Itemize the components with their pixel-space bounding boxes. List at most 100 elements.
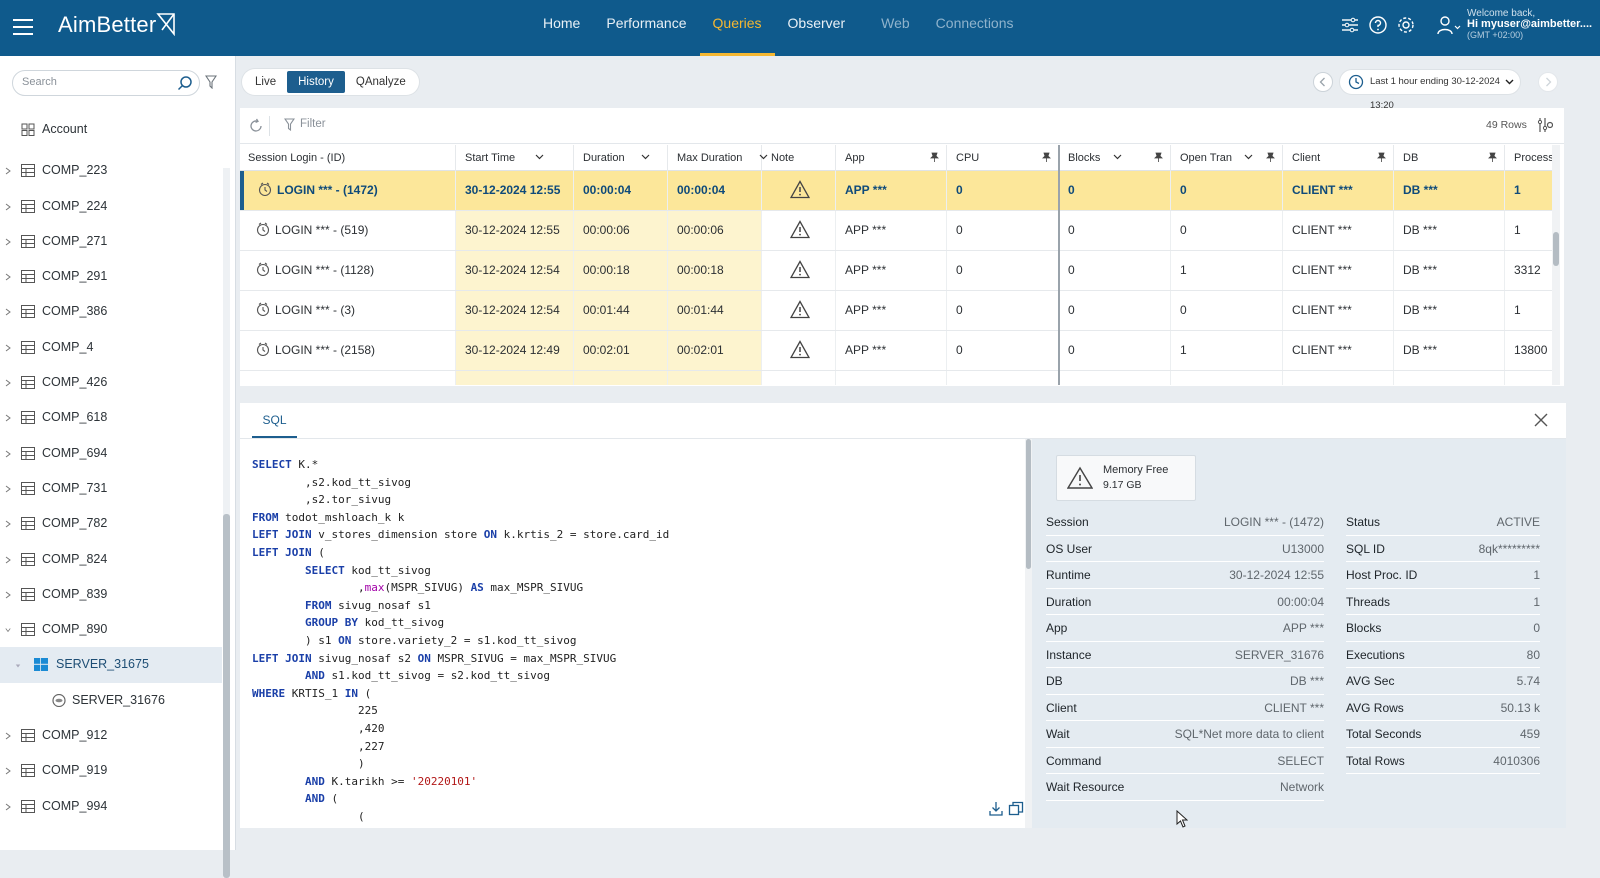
table-row[interactable]: LOGIN *** - (2158) 30-12-2024 12:49 00:02:… bbox=[240, 331, 1552, 371]
tree-item-server-31675[interactable]: SERVER_31675 bbox=[0, 647, 222, 683]
sql-scroll-thumb[interactable] bbox=[1026, 439, 1031, 569]
user-icon[interactable] bbox=[1437, 15, 1461, 35]
tree-item-comp-994[interactable]: COMP_994 bbox=[0, 789, 222, 824]
tree-item-comp-919[interactable]: COMP_919 bbox=[0, 753, 222, 788]
column-header-cpu[interactable]: CPU bbox=[947, 145, 1059, 171]
property-label: AVG Rows bbox=[1346, 700, 1404, 715]
column-header-client[interactable]: Client bbox=[1283, 145, 1394, 171]
sql-token: ) bbox=[252, 757, 365, 771]
cell-text: DB *** bbox=[1403, 343, 1438, 357]
mode-qanalyze[interactable]: QAnalyze bbox=[355, 76, 406, 88]
grid-filter-button[interactable]: Filter bbox=[284, 118, 326, 131]
table-row-partial[interactable] bbox=[240, 371, 1552, 385]
table-cell: 30-12-2024 12:54 bbox=[456, 251, 574, 290]
table-row[interactable]: LOGIN *** - (1472) 30-12-2024 12:55 00:00:… bbox=[240, 171, 1552, 211]
grid-vertical-scroll-thumb[interactable] bbox=[1553, 232, 1559, 266]
download-icon[interactable] bbox=[988, 801, 1004, 817]
column-header-start-time[interactable]: Start Time bbox=[456, 145, 574, 171]
property-row-app: App APP *** bbox=[1046, 615, 1324, 642]
filter-icon[interactable] bbox=[205, 75, 217, 89]
nav-observer[interactable]: Observer bbox=[787, 15, 846, 31]
table-cell: 00:00:04 bbox=[574, 171, 668, 210]
column-settings-icon[interactable] bbox=[1537, 117, 1553, 133]
column-header-process-id[interactable]: Process Id bbox=[1505, 145, 1552, 171]
sliders-icon[interactable] bbox=[1340, 15, 1360, 35]
tree-item-comp-912[interactable]: COMP_912 bbox=[0, 718, 222, 753]
sort-chevron-icon bbox=[759, 154, 768, 160]
settings-gear-icon[interactable] bbox=[1396, 15, 1416, 35]
server-table-icon bbox=[21, 764, 35, 778]
nav-home[interactable]: Home bbox=[543, 15, 581, 31]
nav-queries[interactable]: Queries bbox=[699, 0, 775, 56]
tree-item-comp-890[interactable]: COMP_890 bbox=[0, 612, 222, 647]
column-header-open-tran[interactable]: Open Tran bbox=[1171, 145, 1283, 171]
search-input[interactable] bbox=[22, 76, 172, 88]
table-row[interactable]: LOGIN *** - (519) 30-12-2024 12:55 00:00:0… bbox=[240, 211, 1552, 251]
copy-icon[interactable] bbox=[1008, 801, 1024, 817]
tree-item-account[interactable]: Account bbox=[0, 112, 222, 147]
property-label: Status bbox=[1346, 515, 1381, 529]
brand-logo[interactable]: AimBetter bbox=[58, 12, 157, 37]
sql-scrollbar[interactable] bbox=[1025, 439, 1032, 828]
time-range-select[interactable]: Last 1 hour ending 30-12-2024 13:20 bbox=[1340, 70, 1520, 111]
tree-item-server-31676[interactable]: SERVER_31676 bbox=[0, 683, 222, 718]
tab-sql[interactable]: SQL bbox=[252, 410, 297, 438]
tree-item-comp-223[interactable]: COMP_223 bbox=[0, 153, 222, 188]
cell-text: 30-12-2024 12:55 bbox=[465, 183, 561, 197]
column-header-label: Start Time bbox=[465, 152, 516, 164]
next-range-button[interactable] bbox=[1538, 72, 1558, 92]
cell-text: 0 bbox=[1068, 343, 1075, 357]
tree-item-label: COMP_890 bbox=[42, 622, 108, 637]
tree-item-comp-4[interactable]: COMP_4 bbox=[0, 330, 222, 365]
tree-item-comp-824[interactable]: COMP_824 bbox=[0, 542, 222, 577]
column-header-app[interactable]: App bbox=[836, 145, 947, 171]
column-header-duration[interactable]: Duration bbox=[574, 145, 668, 171]
cell-text: 0 bbox=[956, 303, 963, 317]
expand-arrow-icon bbox=[5, 485, 11, 493]
pin-icon bbox=[930, 152, 939, 162]
column-header-label: Client bbox=[1292, 152, 1321, 164]
nav-performance[interactable]: Performance bbox=[606, 15, 687, 31]
table-row[interactable]: LOGIN *** - (3) 30-12-2024 12:54 00:01:44 0… bbox=[240, 291, 1552, 331]
column-header-db[interactable]: DB bbox=[1394, 145, 1505, 171]
column-header-session-login-id[interactable]: Session Login - (ID) bbox=[240, 145, 456, 171]
tree-item-comp-731[interactable]: COMP_731 bbox=[0, 471, 222, 506]
table-row[interactable]: LOGIN *** - (1128) 30-12-2024 12:54 00:00:… bbox=[240, 251, 1552, 291]
tree-item-comp-839[interactable]: COMP_839 bbox=[0, 577, 222, 612]
tree-item-comp-291[interactable]: COMP_291 bbox=[0, 259, 222, 294]
nav-connections[interactable]: Connections bbox=[935, 15, 1014, 31]
search-icon[interactable] bbox=[177, 75, 193, 91]
expand-arrow-icon bbox=[5, 803, 11, 811]
column-header-max-duration[interactable]: Max Duration bbox=[668, 145, 768, 171]
table-cell: 0 bbox=[947, 211, 1059, 250]
tree-item-comp-782[interactable]: COMP_782 bbox=[0, 506, 222, 541]
refresh-icon[interactable] bbox=[248, 118, 264, 134]
table-cell bbox=[574, 371, 668, 385]
column-header-blocks[interactable]: Blocks bbox=[1059, 145, 1171, 171]
tree-item-comp-224[interactable]: COMP_224 bbox=[0, 189, 222, 224]
mode-live[interactable]: Live bbox=[255, 76, 277, 88]
table-cell: 0 bbox=[1171, 211, 1283, 250]
warning-icon bbox=[790, 300, 810, 319]
table-cell: 1 bbox=[1505, 171, 1552, 210]
tree-item-comp-694[interactable]: COMP_694 bbox=[0, 436, 222, 471]
prev-range-button[interactable] bbox=[1313, 72, 1333, 92]
table-cell: 1 bbox=[1171, 251, 1283, 290]
tree-item-comp-426[interactable]: COMP_426 bbox=[0, 365, 222, 400]
chevron-left-icon bbox=[1319, 77, 1325, 87]
column-header-note[interactable]: Note bbox=[762, 145, 836, 171]
expand-arrow-icon bbox=[5, 238, 11, 246]
collapse-arrow-icon bbox=[5, 628, 11, 633]
help-icon[interactable] bbox=[1368, 15, 1388, 35]
property-label: Runtime bbox=[1046, 568, 1091, 582]
tree-item-comp-271[interactable]: COMP_271 bbox=[0, 224, 222, 259]
sidebar-scrollbar-thumb[interactable] bbox=[223, 514, 230, 878]
tree-item-comp-618[interactable]: COMP_618 bbox=[0, 400, 222, 435]
user-menu[interactable] bbox=[1437, 15, 1461, 35]
mode-history[interactable]: History bbox=[287, 71, 345, 93]
user-info[interactable]: Welcome back, Hi myuser@aimbetter.... (G… bbox=[1467, 8, 1592, 41]
tree-item-comp-386[interactable]: COMP_386 bbox=[0, 294, 222, 329]
menu-icon[interactable] bbox=[12, 16, 34, 38]
nav-web[interactable]: Web bbox=[881, 15, 910, 31]
close-icon[interactable] bbox=[1533, 412, 1549, 428]
